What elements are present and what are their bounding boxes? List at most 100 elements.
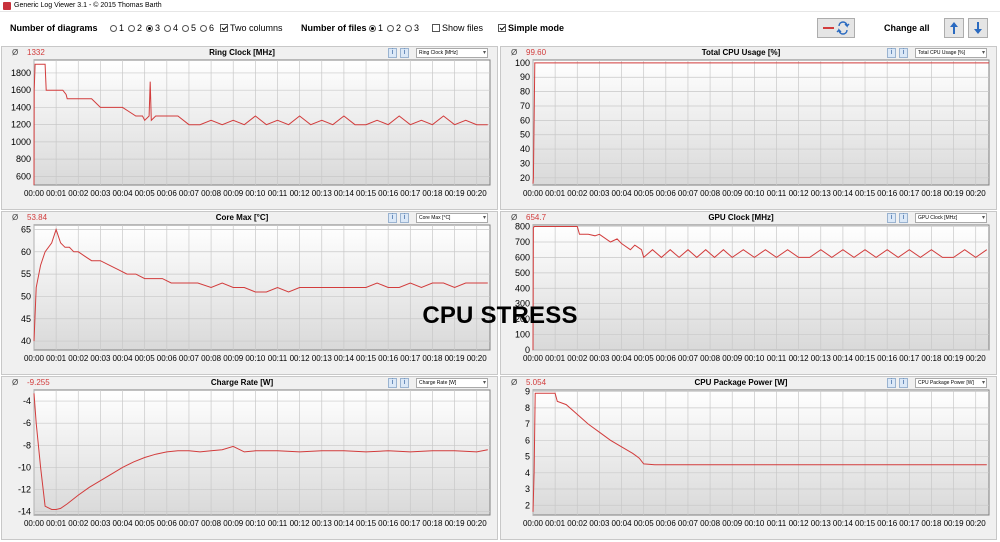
- x-tick-label: 00:12: [789, 519, 810, 528]
- x-tick-label: 00:16: [877, 354, 898, 363]
- x-tick-label: 00:12: [290, 354, 311, 363]
- radio-dot[interactable]: [110, 25, 117, 32]
- x-tick-label: 00:20: [467, 354, 488, 363]
- x-tick-label: 00:05: [634, 354, 655, 363]
- x-tick-label: 00:10: [744, 354, 765, 363]
- x-tick-label: 00:15: [855, 354, 876, 363]
- x-tick-label: 00:07: [179, 519, 200, 528]
- diagrams-radio-6[interactable]: 6: [200, 23, 214, 34]
- diagrams-radio-3[interactable]: 3: [146, 23, 160, 34]
- x-tick-label: 00:06: [157, 189, 178, 198]
- two-columns-checkbox[interactable]: Two columns: [220, 23, 283, 34]
- x-tick-label: 00:01: [46, 354, 67, 363]
- x-tick-label: 00:08: [201, 354, 222, 363]
- series-select[interactable]: Core Max [°C]: [416, 213, 488, 223]
- info-button-2[interactable]: i: [400, 48, 409, 58]
- x-tick-label: 00:02: [567, 519, 588, 528]
- radio-dot[interactable]: [387, 25, 394, 32]
- checkbox-box[interactable]: [432, 24, 440, 32]
- series-select[interactable]: Ring Clock [MHz]: [416, 48, 488, 58]
- simple-mode-checkbox[interactable]: Simple mode: [498, 23, 564, 34]
- info-button-2[interactable]: i: [400, 213, 409, 223]
- x-tick-label: 00:10: [245, 519, 266, 528]
- y-tick-label: 7: [525, 419, 530, 429]
- x-tick-label: 00:09: [223, 354, 244, 363]
- radio-dot[interactable]: [182, 25, 189, 32]
- x-tick-label: 00:05: [634, 189, 655, 198]
- checkbox-box[interactable]: [220, 24, 228, 32]
- y-tick-label: 80: [520, 87, 530, 97]
- info-button-2[interactable]: i: [899, 213, 908, 223]
- series-select[interactable]: CPU Package Power [W]: [915, 378, 987, 388]
- info-button[interactable]: i: [388, 213, 397, 223]
- radio-dot[interactable]: [369, 25, 376, 32]
- info-button-2[interactable]: i: [899, 48, 908, 58]
- diagrams-radio-label: 2: [137, 23, 143, 33]
- panel-title: Core Max [°C]: [215, 213, 269, 222]
- move-up-button[interactable]: [944, 18, 964, 38]
- info-button[interactable]: i: [887, 378, 896, 388]
- radio-dot[interactable]: [146, 25, 153, 32]
- info-button[interactable]: i: [388, 48, 397, 58]
- x-tick-label: 00:04: [612, 189, 633, 198]
- swap-lines-button[interactable]: [817, 18, 855, 38]
- info-button[interactable]: i: [388, 378, 397, 388]
- average-value: 53.84: [27, 213, 48, 222]
- x-tick-label: 00:12: [290, 519, 311, 528]
- diagram-panel: Ø 99.60 Total CPU Usage [%] i i Total CPU Usa…: [500, 46, 997, 210]
- series-select[interactable]: Charge Rate [W]: [416, 378, 488, 388]
- radio-dot[interactable]: [128, 25, 135, 32]
- x-tick-label: 00:07: [179, 354, 200, 363]
- x-tick-label: 00:13: [312, 519, 333, 528]
- x-tick-label: 00:19: [445, 189, 466, 198]
- x-tick-label: 00:03: [90, 189, 111, 198]
- info-button[interactable]: i: [887, 213, 896, 223]
- x-tick-label: 00:16: [877, 519, 898, 528]
- x-tick-label: 00:15: [356, 189, 377, 198]
- files-radio-3[interactable]: 3: [405, 23, 419, 34]
- x-tick-label: 00:17: [899, 519, 920, 528]
- y-tick-label: 1600: [11, 85, 31, 95]
- x-tick-label: 00:14: [334, 354, 355, 363]
- simple-mode-label: Simple mode: [508, 23, 565, 33]
- y-tick-label: 5: [525, 452, 530, 462]
- panel-title: Total CPU Usage [%]: [701, 48, 781, 57]
- diagrams-radio-5[interactable]: 5: [182, 23, 196, 34]
- title-bar: Generic Log Viewer 3.1 - © 2015 Thomas B…: [0, 0, 1000, 12]
- panel-header: Ø 654.7 GPU Clock [MHz] i i GPU Clock [MHz]: [501, 212, 996, 224]
- files-radio-2[interactable]: 2: [387, 23, 401, 34]
- info-button-2[interactable]: i: [899, 378, 908, 388]
- series-line: [532, 62, 989, 184]
- x-tick-label: 00:13: [312, 354, 333, 363]
- x-tick-label: 00:03: [589, 354, 610, 363]
- diagrams-radio-2[interactable]: 2: [128, 23, 142, 34]
- info-button[interactable]: i: [887, 48, 896, 58]
- checkbox-box[interactable]: [498, 24, 506, 32]
- x-tick-label: 00:19: [944, 519, 965, 528]
- series-select[interactable]: GPU Clock [MHz]: [915, 213, 987, 223]
- y-tick-label: 60: [21, 247, 31, 257]
- diagrams-radio-1[interactable]: 1: [110, 23, 124, 34]
- x-tick-label: 00:06: [656, 354, 677, 363]
- diagrams-radio-4[interactable]: 4: [164, 23, 178, 34]
- x-tick-label: 00:04: [612, 354, 633, 363]
- radio-dot[interactable]: [405, 25, 412, 32]
- info-button-2[interactable]: i: [400, 378, 409, 388]
- show-files-checkbox[interactable]: Show files: [432, 23, 483, 34]
- move-down-button[interactable]: [968, 18, 988, 38]
- x-tick-label: 00:06: [157, 354, 178, 363]
- x-tick-label: 00:17: [400, 519, 421, 528]
- x-tick-label: 00:12: [789, 354, 810, 363]
- radio-dot[interactable]: [200, 25, 207, 32]
- files-radio-1[interactable]: 1: [369, 23, 383, 34]
- x-tick-label: 00:06: [656, 189, 677, 198]
- radio-dot[interactable]: [164, 25, 171, 32]
- y-tick-label: 1200: [11, 120, 31, 130]
- plot-area: [33, 389, 491, 516]
- x-tick-label: 00:09: [223, 519, 244, 528]
- series-line: [33, 393, 488, 510]
- series-select[interactable]: Total CPU Usage [%]: [915, 48, 987, 58]
- x-tick-label: 00:03: [589, 189, 610, 198]
